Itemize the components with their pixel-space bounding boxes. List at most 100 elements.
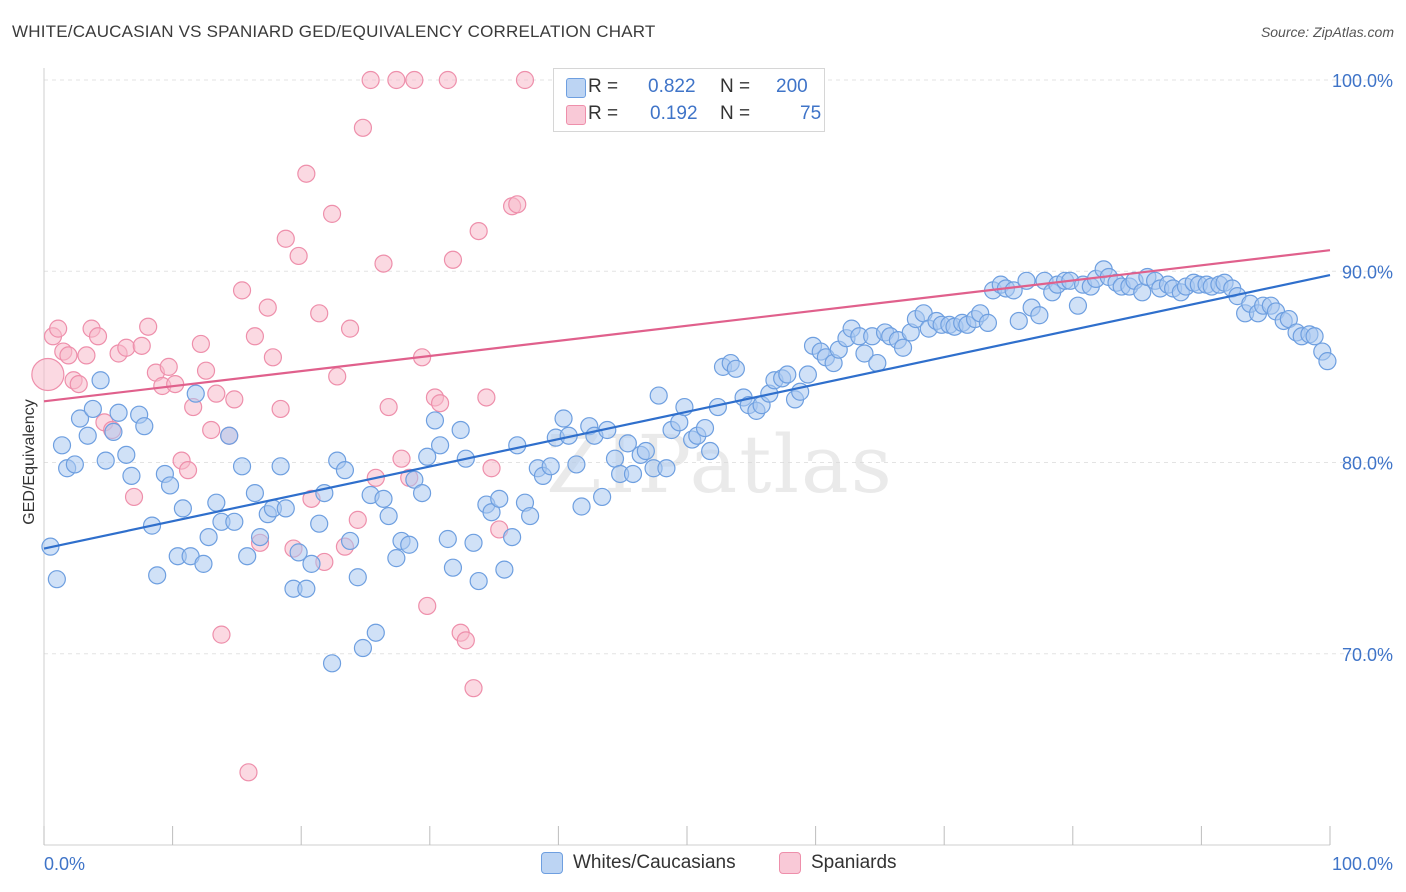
white-trend-line bbox=[43, 273, 1331, 550]
white-point bbox=[1068, 296, 1088, 315]
bottom-legend-label-whites: Whites/Caucasians bbox=[573, 852, 736, 873]
x-tick-label: 0.0% bbox=[44, 854, 85, 874]
white-point bbox=[366, 623, 385, 642]
white-point bbox=[78, 426, 97, 445]
white-point bbox=[726, 359, 745, 378]
bottom-legend-spaniards: Spaniards bbox=[779, 852, 897, 874]
spaniard-point bbox=[212, 625, 231, 644]
y-axis-label: GED/Equivalency bbox=[21, 399, 38, 524]
white-point bbox=[425, 411, 445, 430]
white-point bbox=[238, 547, 257, 566]
white-point bbox=[335, 461, 355, 480]
spaniard-point bbox=[77, 346, 96, 365]
legend-r-value: 0.822 bbox=[648, 76, 696, 97]
spaniard-point bbox=[263, 348, 283, 367]
white-point bbox=[297, 579, 316, 598]
spaniard-point bbox=[191, 334, 210, 354]
spaniard-point bbox=[225, 390, 244, 409]
white-point bbox=[554, 409, 573, 428]
spaniard-point bbox=[443, 250, 463, 269]
white-point bbox=[541, 457, 560, 476]
spaniard-point bbox=[379, 397, 398, 417]
spaniard-point bbox=[159, 357, 178, 376]
white-point bbox=[232, 457, 252, 476]
spaniard-point bbox=[88, 327, 108, 346]
white-point bbox=[503, 527, 522, 547]
spaniard-point bbox=[124, 487, 144, 507]
white-point bbox=[353, 638, 373, 658]
spaniard-point bbox=[117, 338, 136, 357]
white-point bbox=[340, 531, 360, 551]
white-point bbox=[495, 560, 514, 579]
white-point bbox=[567, 455, 586, 474]
spaniard-point bbox=[202, 420, 221, 440]
white-point bbox=[1305, 327, 1324, 346]
white-point bbox=[572, 497, 591, 516]
white-point bbox=[117, 445, 136, 464]
white-point bbox=[289, 543, 308, 562]
white-point bbox=[618, 434, 637, 453]
white-point bbox=[482, 503, 501, 522]
spaniard-point bbox=[49, 319, 68, 338]
y-tick-label: 70.0% bbox=[1342, 645, 1393, 665]
spaniard-point bbox=[508, 195, 527, 214]
spaniard-point bbox=[31, 357, 65, 392]
spaniard-point bbox=[59, 346, 78, 365]
spaniard-point bbox=[469, 221, 488, 241]
y-tick-label: 90.0% bbox=[1342, 262, 1393, 282]
spaniard-point bbox=[271, 399, 290, 419]
spaniard-point bbox=[139, 317, 158, 336]
spaniard-point bbox=[464, 679, 483, 698]
white-point bbox=[464, 533, 483, 552]
spaniard-point bbox=[310, 304, 329, 323]
spaniard-point bbox=[207, 384, 226, 403]
white-point bbox=[70, 409, 90, 428]
white-point bbox=[322, 654, 342, 673]
legend-n-label: N = bbox=[720, 76, 751, 97]
white-point bbox=[387, 549, 406, 568]
spaniard-point bbox=[340, 319, 360, 338]
white-point bbox=[623, 464, 643, 484]
white-point bbox=[400, 535, 419, 554]
white-point bbox=[855, 344, 874, 363]
white-point bbox=[225, 512, 244, 531]
white-point bbox=[412, 484, 432, 503]
white-point bbox=[91, 371, 110, 390]
white-point bbox=[276, 499, 295, 518]
white-point bbox=[104, 422, 123, 441]
white-point bbox=[250, 527, 270, 547]
white-point bbox=[109, 403, 128, 422]
white-point bbox=[701, 441, 720, 461]
white-point bbox=[605, 449, 625, 468]
white-point bbox=[1318, 352, 1337, 371]
white-point bbox=[220, 426, 239, 445]
white-point bbox=[490, 489, 509, 508]
white-point bbox=[271, 457, 290, 476]
white-point bbox=[83, 399, 102, 419]
y-tick-label: 80.0% bbox=[1342, 454, 1393, 474]
spaniard-point bbox=[348, 510, 367, 529]
white-point bbox=[649, 386, 668, 405]
white-point bbox=[52, 436, 72, 455]
white-point bbox=[186, 384, 205, 403]
white-point bbox=[430, 436, 450, 455]
y-tick-label: 100.0% bbox=[1332, 71, 1393, 91]
white-point bbox=[670, 413, 689, 432]
spaniard-point bbox=[297, 164, 316, 183]
spaniard-point bbox=[232, 281, 252, 300]
bottom-legend-swatch-spaniards bbox=[779, 852, 801, 874]
white-point bbox=[521, 506, 540, 526]
spaniard-point bbox=[482, 459, 501, 478]
spaniard-point bbox=[405, 70, 424, 90]
white-point bbox=[245, 484, 265, 503]
spaniard-point bbox=[387, 70, 406, 90]
white-point bbox=[47, 570, 66, 589]
spaniard-point bbox=[418, 596, 437, 616]
legend-n-value: 200 bbox=[776, 76, 808, 97]
white-point bbox=[418, 447, 437, 466]
spaniard-point bbox=[258, 298, 277, 317]
white-point bbox=[438, 529, 457, 549]
white-point bbox=[194, 554, 213, 573]
spaniard-trend-line bbox=[43, 249, 1331, 403]
